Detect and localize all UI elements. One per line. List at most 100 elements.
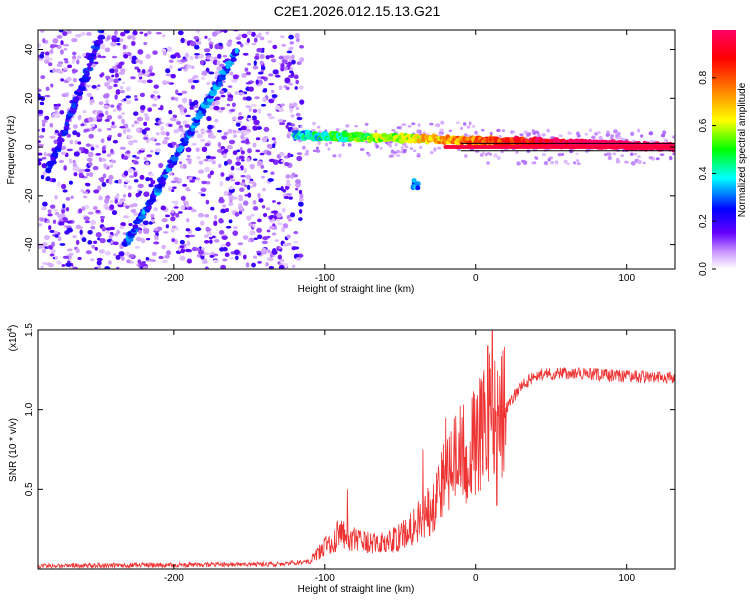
noise-pixel bbox=[61, 264, 66, 267]
noise-pixel bbox=[662, 130, 667, 135]
noise-pixel bbox=[185, 248, 192, 253]
noise-pixel bbox=[134, 246, 140, 249]
noise-pixel bbox=[287, 152, 292, 158]
top-y-ticks: -40 -20 0 20 40 bbox=[24, 44, 675, 252]
noise-pixel bbox=[190, 41, 197, 47]
noise-pixel bbox=[290, 212, 296, 218]
noise-pixel bbox=[63, 165, 67, 171]
noise-pixel bbox=[45, 176, 51, 182]
noise-pixel bbox=[221, 235, 228, 240]
noise-pixel bbox=[295, 179, 301, 185]
noise-pixel bbox=[277, 254, 282, 260]
noise-pixel bbox=[498, 134, 502, 138]
noise-pixel bbox=[112, 241, 119, 246]
noise-pixel bbox=[287, 61, 292, 67]
noise-pixel bbox=[272, 69, 279, 75]
top-x-ticks: -200 -100 0 100 bbox=[164, 30, 635, 284]
noise-pixel bbox=[114, 232, 119, 237]
noise-pixel bbox=[57, 213, 64, 219]
noise-pixel bbox=[194, 53, 200, 56]
noise-pixel bbox=[98, 112, 105, 118]
noise-pixel bbox=[284, 162, 290, 167]
noise-pixel bbox=[138, 229, 143, 234]
diagonal-streak-pixel bbox=[132, 224, 139, 229]
noise-pixel bbox=[257, 160, 263, 166]
noise-pixel bbox=[286, 234, 291, 239]
noise-pixel bbox=[60, 78, 64, 82]
noise-pixel bbox=[305, 149, 309, 154]
noise-pixel bbox=[114, 199, 119, 204]
noise-pixel bbox=[53, 230, 58, 235]
noise-pixel bbox=[133, 111, 139, 116]
noise-pixel bbox=[217, 53, 222, 59]
noise-pixel bbox=[294, 187, 299, 191]
noise-pixel bbox=[52, 68, 56, 73]
noise-pixel bbox=[141, 238, 146, 244]
noise-pixel bbox=[170, 216, 176, 222]
noise-pixel bbox=[290, 114, 295, 118]
noise-pixel bbox=[563, 159, 568, 164]
noise-pixel bbox=[105, 231, 111, 234]
noise-pixel bbox=[168, 110, 173, 115]
noise-pixel bbox=[268, 82, 275, 86]
noise-pixel bbox=[257, 192, 261, 199]
noise-pixel bbox=[253, 37, 258, 43]
y-tick-label: 1.5 bbox=[24, 323, 35, 337]
noise-pixel bbox=[282, 223, 289, 229]
noise-pixel bbox=[225, 176, 231, 181]
spectrogram-marks bbox=[38, 30, 675, 269]
noise-pixel bbox=[262, 236, 269, 241]
noise-pixel bbox=[269, 252, 274, 258]
noise-pixel bbox=[38, 152, 43, 156]
noise-pixel bbox=[195, 30, 201, 33]
noise-pixel bbox=[268, 116, 275, 120]
noise-pixel bbox=[50, 83, 54, 88]
noise-pixel bbox=[201, 146, 208, 153]
noise-pixel bbox=[532, 161, 537, 165]
noise-pixel bbox=[128, 222, 133, 227]
noise-pixel bbox=[169, 65, 173, 69]
noise-pixel bbox=[147, 107, 153, 112]
noise-pixel bbox=[261, 204, 266, 209]
noise-pixel bbox=[75, 33, 82, 38]
noise-pixel bbox=[257, 32, 262, 38]
noise-pixel bbox=[207, 38, 212, 41]
noise-pixel bbox=[137, 183, 144, 189]
noise-pixel bbox=[519, 133, 524, 137]
diagonal-streak-pixel bbox=[209, 89, 218, 95]
noise-pixel bbox=[168, 59, 174, 63]
noise-pixel bbox=[82, 191, 89, 194]
noise-pixel bbox=[44, 115, 50, 121]
steep-streak-pixel bbox=[73, 96, 80, 101]
steep-streak-pixel bbox=[87, 65, 92, 71]
noise-pixel bbox=[97, 237, 101, 241]
noise-pixel bbox=[119, 38, 124, 43]
noise-pixel bbox=[241, 74, 246, 77]
noise-pixel bbox=[251, 115, 257, 121]
noise-pixel bbox=[42, 37, 46, 44]
noise-pixel bbox=[103, 93, 110, 99]
noise-pixel bbox=[114, 94, 118, 100]
noise-pixel bbox=[437, 146, 442, 150]
noise-pixel bbox=[285, 174, 291, 179]
noise-pixel bbox=[180, 37, 185, 44]
noise-pixel bbox=[203, 239, 210, 244]
noise-pixel bbox=[288, 56, 293, 62]
noise-pixel bbox=[101, 43, 106, 47]
noise-pixel bbox=[660, 133, 666, 138]
noise-pixel bbox=[541, 133, 546, 137]
noise-pixel bbox=[199, 138, 206, 143]
noise-pixel bbox=[198, 191, 203, 195]
noise-pixel bbox=[142, 265, 149, 269]
noise-pixel bbox=[209, 135, 217, 139]
noise-pixel bbox=[249, 185, 254, 188]
noise-pixel bbox=[49, 50, 53, 53]
noise-pixel bbox=[433, 147, 437, 152]
noise-pixel bbox=[133, 171, 138, 178]
noise-pixel bbox=[434, 123, 439, 128]
noise-pixel bbox=[270, 171, 275, 175]
noise-pixel bbox=[59, 110, 65, 115]
noise-pixel bbox=[315, 149, 321, 153]
noise-pixel bbox=[130, 34, 135, 38]
noise-pixel bbox=[111, 121, 115, 126]
